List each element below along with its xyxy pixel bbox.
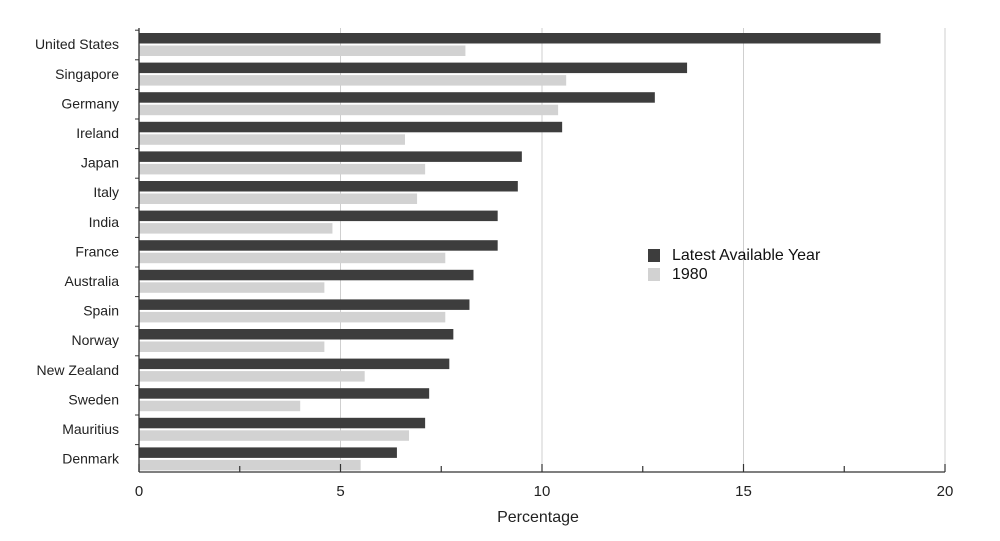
bar — [139, 430, 410, 441]
x-tick-label: 10 — [534, 483, 551, 500]
bar — [139, 329, 454, 340]
bar — [139, 269, 474, 281]
legend-label: 1980 — [672, 266, 708, 283]
category-label: Australia — [65, 273, 120, 289]
category-label: New Zealand — [37, 362, 120, 378]
category-label: Singapore — [55, 66, 119, 82]
bar — [139, 417, 426, 429]
bar — [139, 459, 361, 471]
bars — [139, 33, 881, 471]
bar — [139, 341, 325, 352]
legend-swatch — [648, 249, 660, 262]
bar — [139, 75, 567, 86]
category-label: Spain — [83, 303, 119, 319]
bar — [139, 151, 522, 162]
bar — [139, 282, 325, 293]
axes — [135, 28, 946, 473]
bar — [139, 388, 430, 399]
bar — [139, 400, 301, 412]
x-tick-labels: 0 5 10 15 20 — [135, 483, 954, 500]
category-label: Sweden — [68, 391, 119, 407]
bar — [139, 210, 498, 222]
category-label: Japan — [81, 155, 119, 171]
x-tick-label: 5 — [336, 483, 344, 500]
bar — [139, 299, 470, 310]
category-label: United States — [35, 36, 119, 52]
bar — [139, 121, 563, 133]
bar — [139, 193, 418, 204]
bar — [139, 358, 450, 370]
bar — [139, 181, 518, 192]
bar — [139, 62, 688, 74]
x-tick-label: 20 — [937, 483, 954, 500]
legend-label: Latest Available Year — [672, 247, 821, 264]
x-axis-title: Percentage — [497, 509, 579, 526]
bar — [139, 240, 498, 251]
bar — [139, 33, 881, 44]
bar — [139, 252, 446, 264]
bar — [139, 447, 397, 458]
category-label: Italy — [93, 184, 119, 200]
legend-swatch — [648, 268, 660, 281]
bar — [139, 45, 466, 56]
category-labels: United States Singapore Germany Ireland Japa… — [35, 36, 120, 466]
category-label: Norway — [72, 332, 119, 348]
x-tick-label: 15 — [735, 483, 752, 500]
bar — [139, 163, 426, 175]
category-label: Mauritius — [62, 421, 119, 437]
legend: Latest Available Year 1980 — [648, 247, 821, 283]
bar — [139, 134, 405, 145]
category-label: France — [75, 243, 119, 259]
category-label: India — [89, 214, 120, 230]
bar — [139, 223, 333, 234]
x-tick-label: 0 — [135, 483, 143, 500]
category-label: Germany — [61, 95, 119, 111]
bar — [139, 371, 365, 382]
bar — [139, 104, 559, 116]
bar — [139, 92, 655, 103]
category-label: Ireland — [76, 125, 119, 141]
bar — [139, 311, 446, 323]
category-label: Denmark — [62, 451, 120, 467]
